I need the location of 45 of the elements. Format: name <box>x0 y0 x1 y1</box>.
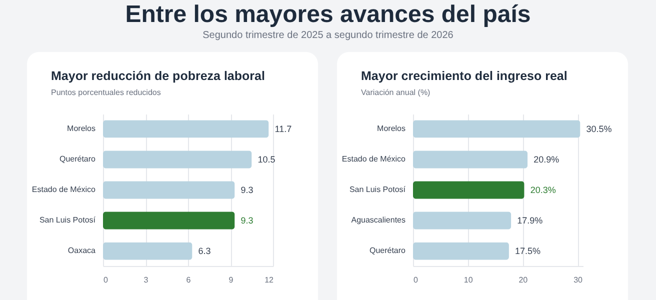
bar <box>103 181 235 199</box>
chart-title: Mayor reducción de pobreza laboral <box>51 69 265 83</box>
data-label: 20.9% <box>534 154 560 164</box>
text: Entre los mayores avances del país <box>124 1 532 29</box>
bar <box>103 150 252 168</box>
data-label: 30.5% <box>586 124 612 134</box>
data-label: 20.3% <box>530 185 556 195</box>
y-tick-label: San Luis Potosí <box>349 185 406 194</box>
x-tick-label: 9 <box>228 276 234 284</box>
y-tick-label: San Luis Potosí <box>39 216 96 225</box>
y-tick-label: Morelos <box>67 124 96 133</box>
y-tick-label: Estado de México <box>342 154 406 164</box>
data-label: 6.3 <box>198 246 211 256</box>
x-tick-label: 3 <box>144 276 149 284</box>
x-tick-label: 10 <box>464 276 474 284</box>
data-label: 9.3 <box>240 185 254 195</box>
x-tick-label: 12 <box>264 276 274 284</box>
x-tick-label: 20 <box>518 276 528 284</box>
bar <box>103 242 192 260</box>
y-tick-label: Aguascalientes <box>351 216 406 225</box>
chart-subtitle: Variación anual (%) <box>361 88 430 97</box>
data-label: 10.5 <box>258 154 276 164</box>
y-tick-label: Querétaro <box>369 246 406 256</box>
text: Segundo trimestre de 2025 a segundo trimestre de 2026 <box>202 29 454 43</box>
data-label: 17.5% <box>514 246 540 256</box>
bar <box>413 120 580 138</box>
bar <box>413 242 509 260</box>
bar <box>413 181 524 199</box>
y-tick-label: Querétaro <box>59 154 96 164</box>
data-label: 17.9% <box>517 216 543 226</box>
bar <box>413 212 512 230</box>
chart-subtitle: Puntos porcentuales reducidos <box>51 88 161 97</box>
x-tick-label: 0 <box>104 276 108 284</box>
bar <box>413 150 528 168</box>
y-tick-label: Morelos <box>377 124 406 133</box>
x-tick-label: 0 <box>414 276 418 284</box>
y-tick-label: Estado de México <box>32 185 96 194</box>
bar <box>103 120 269 138</box>
x-tick-label: 6 <box>186 276 192 284</box>
x-tick-label: 30 <box>574 276 584 284</box>
data-label: 11.7 <box>274 124 292 134</box>
data-label: 9.3 <box>240 216 254 226</box>
bar <box>103 212 235 230</box>
chart-title: Mayor crecimiento del ingreso real <box>361 69 568 83</box>
y-tick-label: Oaxaca <box>68 246 96 256</box>
